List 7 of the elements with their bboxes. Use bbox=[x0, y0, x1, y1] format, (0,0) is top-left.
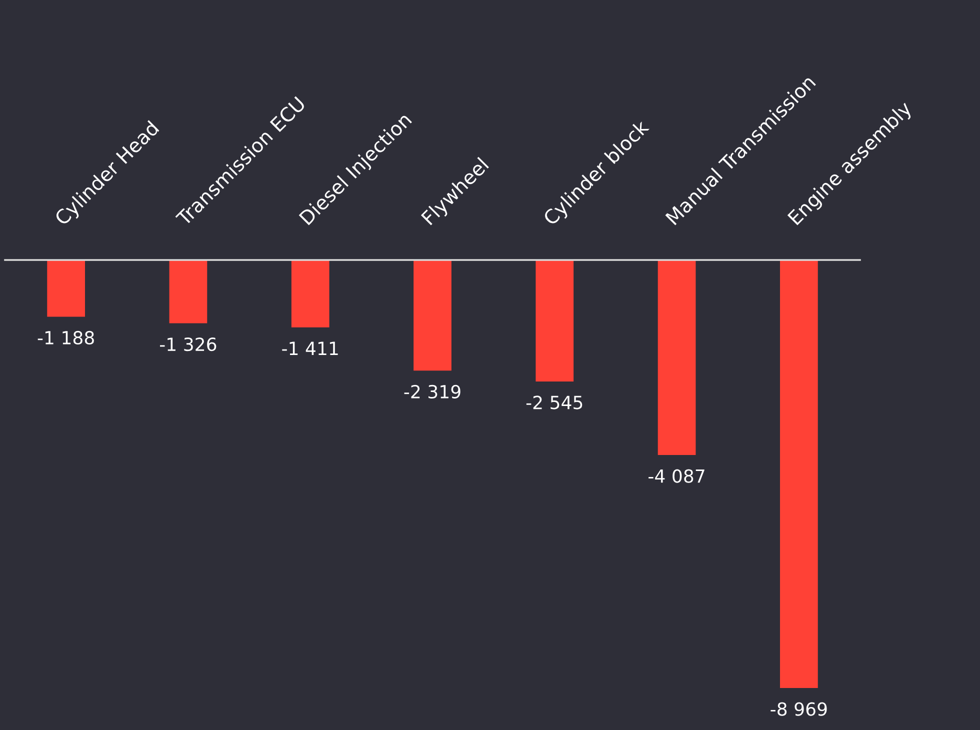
data-label: -8 969 bbox=[770, 702, 827, 716]
data-label: -1 326 bbox=[160, 337, 216, 352]
data-label: -1 411 bbox=[282, 342, 338, 355]
data-label: -1 188 bbox=[38, 330, 94, 345]
data-label: -2 319 bbox=[404, 384, 460, 399]
data-label: -4 087 bbox=[648, 469, 704, 483]
data-label: -2 545 bbox=[526, 396, 582, 410]
